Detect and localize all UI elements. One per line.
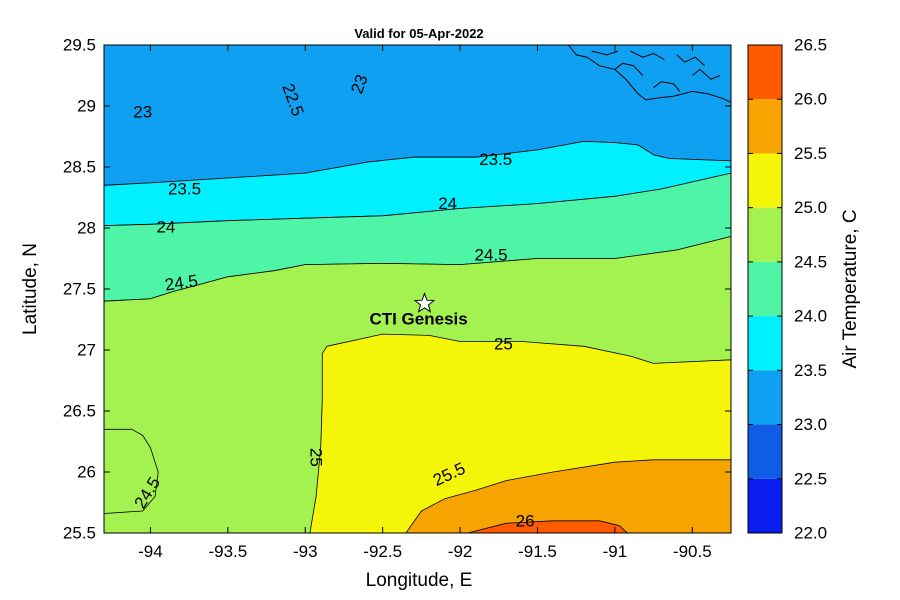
colorbar-frame [747,44,783,534]
colorbar-swatch-5 [748,207,782,262]
contour-label-5: 24 [156,217,175,236]
y-tick-label: 26.5 [63,402,96,421]
coastline-segment-3 [691,68,721,80]
temperature-bands [104,45,731,533]
colorbar-tick-label: 25.0 [794,198,827,217]
coastline-segment-6 [676,54,706,67]
colorbar: 22.0 22.5 23.0 23.5 24.0 24.5 25.0 25.5 26.0 26.5 [747,36,827,543]
coastline-segment-1 [614,62,644,76]
contour-label-6: 24 [438,194,457,213]
colorbar-tick-label: 23.0 [794,415,827,434]
x-tick-label: -91.5 [518,542,557,561]
y-tick-label: 29 [77,97,96,116]
y-tick-label: 27.5 [63,280,96,299]
y-axis-label: Latitude, N [20,243,41,335]
station-star-icon [413,292,436,313]
contour-label-8: 24.5 [474,245,507,264]
plot-area: 23 22.5 2323.523.5242424.524.5252525.52624… [104,45,731,533]
contour-label-3: 23.5 [168,179,201,198]
x-tick-label: -94 [138,542,163,561]
y-axis-ticks: 25.5 26 26.5 27 27.5 28 28.5 29 29.5 [63,36,731,543]
colorbar-swatch-1 [748,424,782,479]
colorbar-label: Air Temperature, C [840,209,861,368]
contour-label-12: 26 [516,511,535,530]
coastline-segment-0 [568,45,731,103]
contour-label-9: 25 [494,334,513,353]
colorbar-swatch-3 [748,316,782,371]
station-marker: CTI Genesis [369,292,468,329]
y-tick-label: 29.5 [63,36,96,55]
chart-title: Valid for 05-Apr-2022 [354,26,483,41]
x-tick-label: -93 [293,542,318,561]
colorbar-tick-label: 26.5 [794,36,827,55]
coastline [568,45,731,103]
x-tick-label: -90.5 [673,542,712,561]
colorbar-swatch-7 [748,99,782,154]
colorbar-swatch-2 [748,370,782,425]
x-axis-ticks: -94 -93.5 -93 -92.5 -92 -91.5 -91 -90.5 [138,45,712,561]
contour-label-10: 25 [307,448,326,467]
contour-label-4: 23.5 [479,150,512,169]
colorbar-swatch-6 [748,153,782,208]
colorbar-swatch-8 [748,45,782,100]
contour-band-7 [405,459,731,533]
colorbar-tick-label: 24.0 [794,307,827,326]
y-tick-label: 26 [77,463,96,482]
y-tick-label: 28.5 [63,158,96,177]
coastline-segment-4 [591,50,619,56]
x-tick-label: -91 [603,542,628,561]
colorbar-tick-label: 24.5 [794,252,827,271]
colorbar-tick-label: 26.0 [794,90,827,109]
contour-label-0: 23 [133,103,152,122]
colorbar-swatch-0 [748,478,782,533]
x-axis-label: Longitude, E [366,570,473,591]
contour-band-6 [104,428,159,514]
y-tick-label: 28 [77,219,96,238]
colorbar-swatch-4 [748,261,782,317]
coastline-segment-2 [653,81,681,92]
contour-band-8 [467,520,628,533]
y-tick-label: 27 [77,341,96,360]
colorbar-tick-label: 23.5 [794,361,827,380]
colorbar-tick-label: 22.5 [794,469,827,488]
colorbar-tick-label: 22.0 [794,524,827,543]
station-name: CTI Genesis [369,310,467,329]
y-tick-label: 25.5 [63,524,96,543]
coastline-segment-5 [630,50,665,61]
x-tick-label: -92.5 [363,542,402,561]
contour-label-7: 24.5 [164,271,199,294]
colorbar-tick-label: 25.5 [794,144,827,163]
x-tick-label: -92 [448,542,473,561]
x-tick-label: -93.5 [208,542,247,561]
